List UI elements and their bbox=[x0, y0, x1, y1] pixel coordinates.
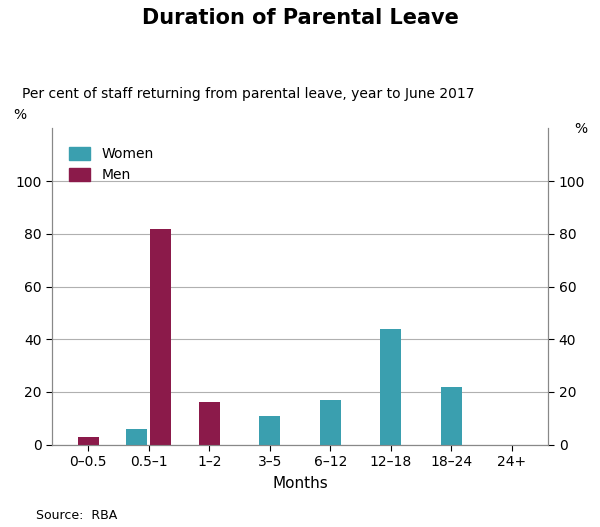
Bar bbox=[380, 329, 401, 445]
X-axis label: Months: Months bbox=[272, 476, 328, 491]
Y-axis label: %: % bbox=[13, 108, 26, 122]
Legend: Women, Men: Women, Men bbox=[64, 142, 159, 188]
Text: Source:  RBA: Source: RBA bbox=[36, 509, 117, 522]
Bar bbox=[126, 429, 148, 445]
Y-axis label: %: % bbox=[574, 122, 587, 136]
Bar bbox=[441, 387, 462, 445]
Bar bbox=[320, 400, 341, 445]
Bar bbox=[150, 229, 171, 445]
Text: Per cent of staff returning from parental leave, year to June 2017: Per cent of staff returning from parenta… bbox=[22, 87, 475, 101]
Bar bbox=[77, 437, 99, 445]
Bar bbox=[259, 416, 280, 445]
Text: Duration of Parental Leave: Duration of Parental Leave bbox=[142, 8, 458, 28]
Bar bbox=[199, 403, 220, 445]
